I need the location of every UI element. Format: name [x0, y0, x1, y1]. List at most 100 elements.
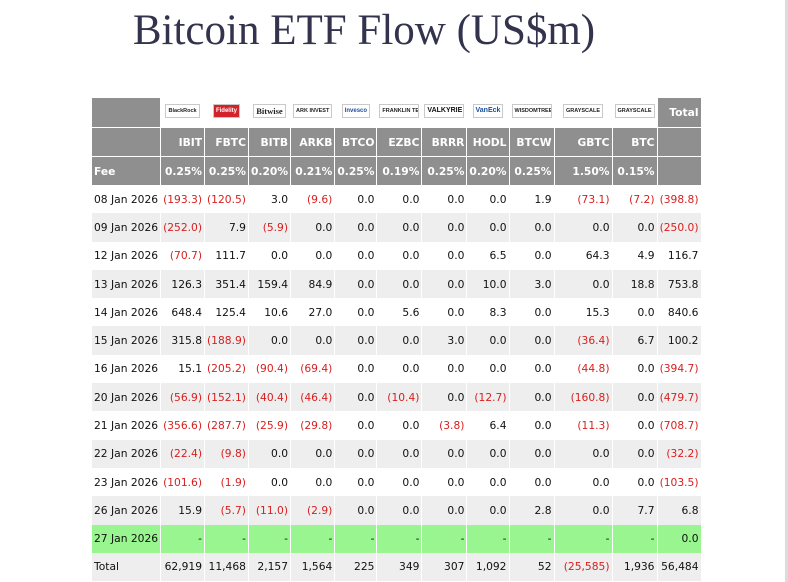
- flow-value: 0.0: [290, 213, 335, 242]
- flow-value: 1.9: [508, 185, 554, 214]
- flow-value: 0.0: [421, 383, 467, 412]
- grand-total: 56,484: [656, 552, 701, 581]
- flow-value: -: [376, 524, 422, 553]
- ticker-header: EZBC: [376, 127, 422, 156]
- row-date: 23 Jan 2026: [92, 467, 161, 497]
- ticker-header: BTC: [611, 127, 657, 156]
- flow-value: (9.8): [204, 439, 248, 468]
- blackrock-logo: BlackRock: [160, 98, 205, 127]
- flow-value: 0.0: [508, 298, 554, 327]
- table-row: 15 Jan 2026 315.8 (188.9) 0.0 0.0 0.0 0.0 3.0 0.…: [92, 326, 701, 355]
- row-date: 08 Jan 2026: [92, 185, 161, 214]
- row-total: 840.6: [656, 298, 701, 327]
- flow-value: 0.0: [611, 298, 657, 327]
- flow-value: (12.7): [466, 383, 509, 412]
- flow-value: 6.5: [466, 241, 509, 270]
- row-total: (708.7): [656, 411, 701, 440]
- total-value: 2,157: [247, 552, 291, 581]
- table-row: 16 Jan 2026 15.1 (205.2) (90.4) (69.4) 0.0 0.0…: [92, 354, 701, 384]
- flow-value: 0.0: [508, 241, 554, 270]
- row-total: 0.0: [656, 524, 701, 553]
- flow-value: 2.8: [508, 496, 554, 525]
- bitwise-logo: Bitwise: [247, 98, 291, 127]
- flow-value: 0.0: [290, 326, 335, 355]
- flow-value: -: [247, 524, 291, 553]
- flow-value: 0.0: [508, 383, 554, 412]
- flow-value: 15.9: [160, 496, 205, 525]
- flow-value: 7.9: [204, 213, 248, 242]
- flow-value: 315.8: [160, 326, 205, 355]
- flow-value: 0.0: [376, 185, 422, 214]
- flow-value: 0.0: [334, 213, 377, 242]
- fidelity-logo: Fidelity: [204, 98, 248, 127]
- ticker-total-blank: [656, 127, 701, 156]
- corner-cell: [92, 98, 161, 127]
- flow-value: (90.4): [247, 354, 291, 384]
- flow-value: 0.0: [334, 496, 377, 525]
- flow-value: 0.0: [421, 354, 467, 384]
- flow-value: 0.0: [611, 383, 657, 412]
- row-total: (479.7): [656, 383, 701, 412]
- flow-value: 0.0: [421, 439, 467, 468]
- row-date: 12 Jan 2026: [92, 241, 161, 270]
- flow-value: 0.0: [421, 185, 467, 214]
- flow-value: 0.0: [376, 467, 422, 497]
- table-row: 20 Jan 2026 (56.9) (152.1) (40.4) (46.4) 0.0(…: [92, 383, 701, 412]
- flow-value: 0.0: [553, 439, 612, 468]
- flow-value: 0.0: [421, 467, 467, 497]
- flow-value: (252.0): [160, 213, 205, 242]
- flow-value: (25.9): [247, 411, 291, 440]
- ark-logo: ARK INVEST: [290, 98, 335, 127]
- flow-value: 7.7: [611, 496, 657, 525]
- flow-value: 0.0: [508, 213, 554, 242]
- flow-value: (29.8): [290, 411, 335, 440]
- flow-value: 0.0: [334, 269, 377, 299]
- flow-value: (10.4): [376, 383, 422, 412]
- flow-value: 6.7: [611, 326, 657, 355]
- flow-value: 0.0: [508, 411, 554, 440]
- fee-label: Fee: [92, 156, 161, 185]
- flow-value: -: [334, 524, 377, 553]
- flow-value: 8.3: [466, 298, 509, 327]
- ticker-header: HODL: [466, 127, 509, 156]
- table-row: 26 Jan 2026 15.9 (5.7) (11.0) (2.9) 0.0 0.0 0.0…: [92, 496, 701, 525]
- total-header: Total: [656, 98, 701, 127]
- flow-value: 0.0: [508, 467, 554, 497]
- ticker-row: IBIT FBTC BITB ARKB BTCO EZBC BRRR HODL BTCW GBTC…: [92, 127, 701, 156]
- flow-value: 125.4: [204, 298, 248, 327]
- flow-value: 0.0: [247, 326, 291, 355]
- row-total: 753.8: [656, 269, 701, 299]
- total-value: 307: [421, 552, 467, 581]
- ticker-blank: [92, 127, 161, 156]
- flow-value: -: [508, 524, 554, 553]
- flow-value: 0.0: [334, 298, 377, 327]
- flow-value: 0.0: [247, 241, 291, 270]
- flow-value: (160.8): [553, 383, 612, 412]
- flow-value: -: [160, 524, 205, 553]
- table-row: 27 Jan 2026- - - - - - - - - - -0.0: [92, 524, 701, 553]
- ticker-header: IBIT: [160, 127, 205, 156]
- flow-value: 0.0: [611, 439, 657, 468]
- total-value: (25,585): [553, 552, 612, 581]
- flow-value: (69.4): [290, 354, 335, 384]
- flow-value: 126.3: [160, 269, 205, 299]
- row-total: 116.7: [656, 241, 701, 270]
- flow-value: (22.4): [160, 439, 205, 468]
- flow-value: 0.0: [611, 354, 657, 384]
- flow-value: 0.0: [466, 354, 509, 384]
- table-row: 09 Jan 2026 (252.0) 7.9 (5.9) 0.0 0.0 0.0 0.0 0.…: [92, 213, 701, 242]
- ticker-header: ARKB: [290, 127, 335, 156]
- flow-value: 0.0: [334, 411, 377, 440]
- flow-value: 0.0: [466, 467, 509, 497]
- flow-value: 159.4: [247, 269, 291, 299]
- flow-value: 0.0: [334, 185, 377, 214]
- flow-value: 0.0: [290, 467, 335, 497]
- flow-value: 0.0: [611, 411, 657, 440]
- fee-value: 1.50%: [553, 156, 612, 185]
- flow-value: 0.0: [334, 326, 377, 355]
- flow-value: 4.9: [611, 241, 657, 270]
- flow-value: -: [553, 524, 612, 553]
- row-date: 22 Jan 2026: [92, 439, 161, 468]
- flow-value: 18.8: [611, 269, 657, 299]
- flow-value: (101.6): [160, 467, 205, 497]
